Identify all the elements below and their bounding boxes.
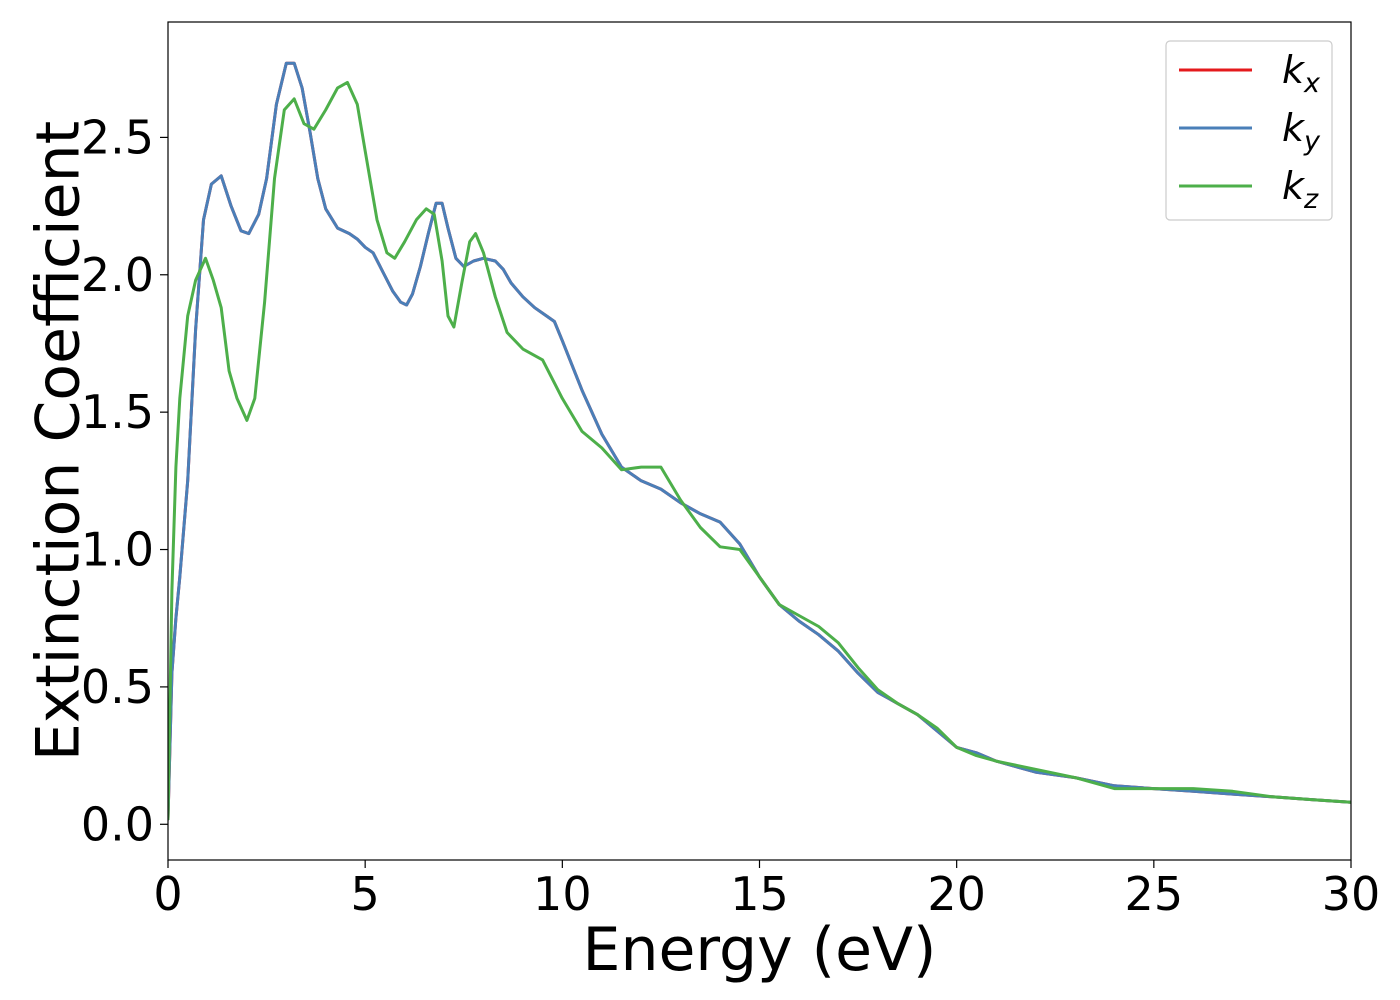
- x-axis-ticks: 0 5 10 15 20 25 30: [153, 860, 1380, 921]
- y-tick-label: 2.0: [81, 248, 154, 302]
- legend-label-x: kx: [1282, 48, 1321, 99]
- x-tick-label: 20: [927, 867, 986, 921]
- legend-label-subscript: x: [1303, 68, 1321, 99]
- x-tick-label: 30: [1322, 867, 1381, 921]
- legend-label-main: k: [1282, 164, 1306, 208]
- legend-label-y: ky: [1282, 106, 1321, 157]
- x-tick-label: 0: [153, 867, 182, 921]
- y-tick-label: 0.0: [81, 797, 154, 851]
- series-lines: [168, 61, 1351, 821]
- y-tick-label: 1.0: [81, 523, 154, 577]
- series-line-z: [168, 80, 1351, 821]
- y-tick-label: 0.5: [81, 660, 154, 714]
- x-tick-label: 10: [533, 867, 592, 921]
- y-axis-ticks: 0.0 0.5 1.0 1.5 2.0 2.5: [81, 110, 168, 851]
- y-tick-label: 2.5: [81, 110, 154, 164]
- y-axis-title: Extinction Coefficient: [24, 121, 94, 761]
- x-tick-label: 15: [730, 867, 789, 921]
- x-tick-label: 5: [351, 867, 380, 921]
- x-axis-title: Energy (eV): [583, 915, 937, 985]
- legend-label-subscript: y: [1303, 126, 1321, 157]
- legend-label-z: kz: [1282, 164, 1319, 215]
- legend-box: [1165, 40, 1333, 221]
- legend-label-main: k: [1282, 106, 1306, 150]
- legend-label-main: k: [1282, 48, 1306, 92]
- y-tick-label: 1.5: [81, 385, 154, 439]
- legend-label-subscript: z: [1303, 184, 1319, 215]
- x-tick-label: 25: [1125, 867, 1184, 921]
